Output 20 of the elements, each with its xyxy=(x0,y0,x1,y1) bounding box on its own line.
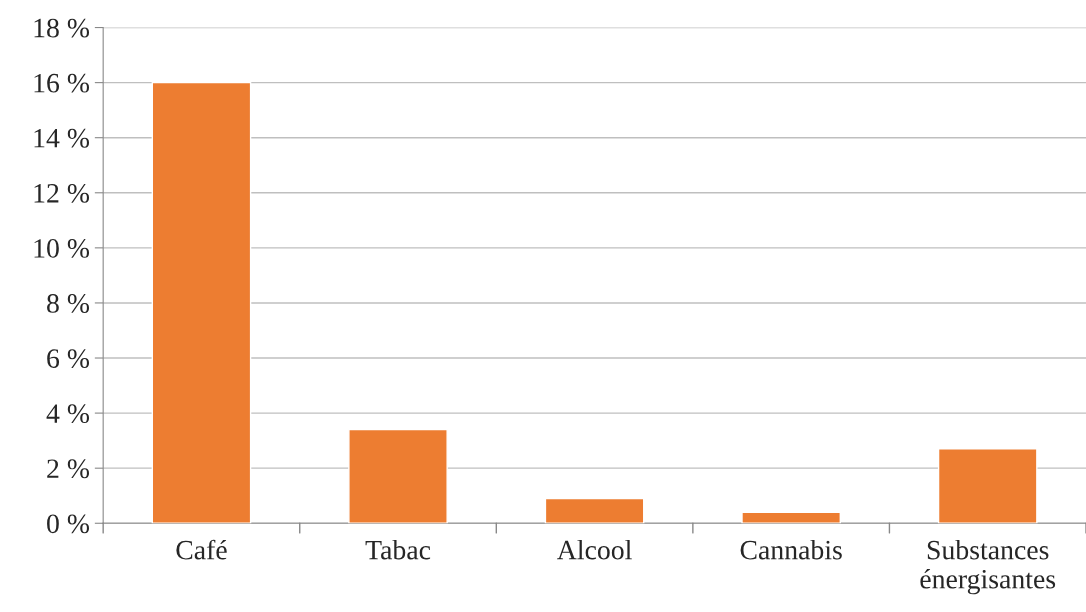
y-tick-label: 18 % xyxy=(34,18,90,38)
bar xyxy=(348,428,448,524)
bar xyxy=(151,81,252,524)
y-tick-label: 12 % xyxy=(34,183,90,203)
x-tick-label: Substances énergisantes xyxy=(920,539,1056,595)
y-tick-label: 0 % xyxy=(47,514,90,534)
x-tick-label: Tabac xyxy=(365,539,431,560)
y-tick-label: 4 % xyxy=(46,404,90,424)
bar xyxy=(741,511,841,524)
y-tick-label: 16 % xyxy=(34,73,90,93)
x-tick-label: Café xyxy=(176,539,227,560)
bar xyxy=(544,497,645,524)
y-tick-label: 14 % xyxy=(34,128,90,148)
y-tick-label: 10 % xyxy=(34,239,90,258)
y-tick-label: 8 % xyxy=(47,294,90,313)
x-tick-label: Cannabis xyxy=(740,539,842,560)
y-tick-label: 6 % xyxy=(47,349,90,369)
bar xyxy=(937,448,1038,524)
y-tick-label: 2 % xyxy=(47,459,90,479)
x-tick-label: Alcool xyxy=(557,539,632,560)
